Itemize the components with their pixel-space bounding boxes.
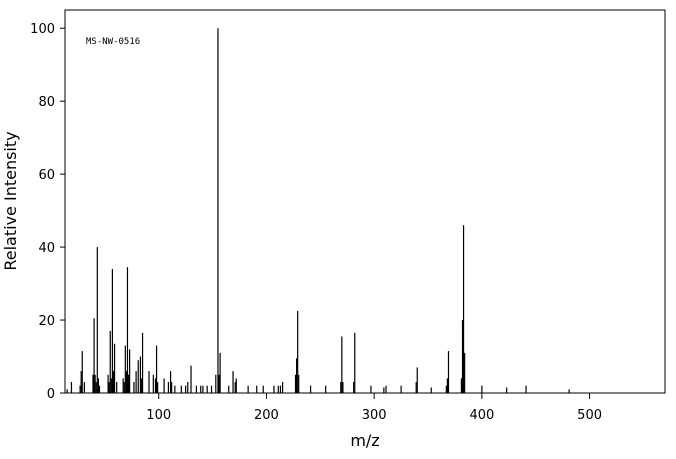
y-tick-label: 60 [38, 168, 55, 183]
y-tick-label: 100 [30, 22, 55, 37]
y-tick-label: 20 [38, 314, 55, 329]
y-tick-label: 0 [47, 387, 55, 402]
x-tick-label: 500 [577, 408, 602, 423]
y-axis-label: Relative Intensity [1, 131, 20, 270]
y-tick-label: 80 [38, 95, 55, 110]
x-tick-label: 200 [254, 408, 279, 423]
plot-frame [64, 9, 666, 394]
annotation: MS-NW-0516 [86, 37, 140, 47]
x-tick-label: 300 [362, 408, 387, 423]
x-axis-label: m/z [350, 431, 379, 450]
x-tick-label: 100 [146, 408, 171, 423]
x-tick-label: 400 [469, 408, 494, 423]
y-tick-label: 40 [38, 241, 55, 256]
